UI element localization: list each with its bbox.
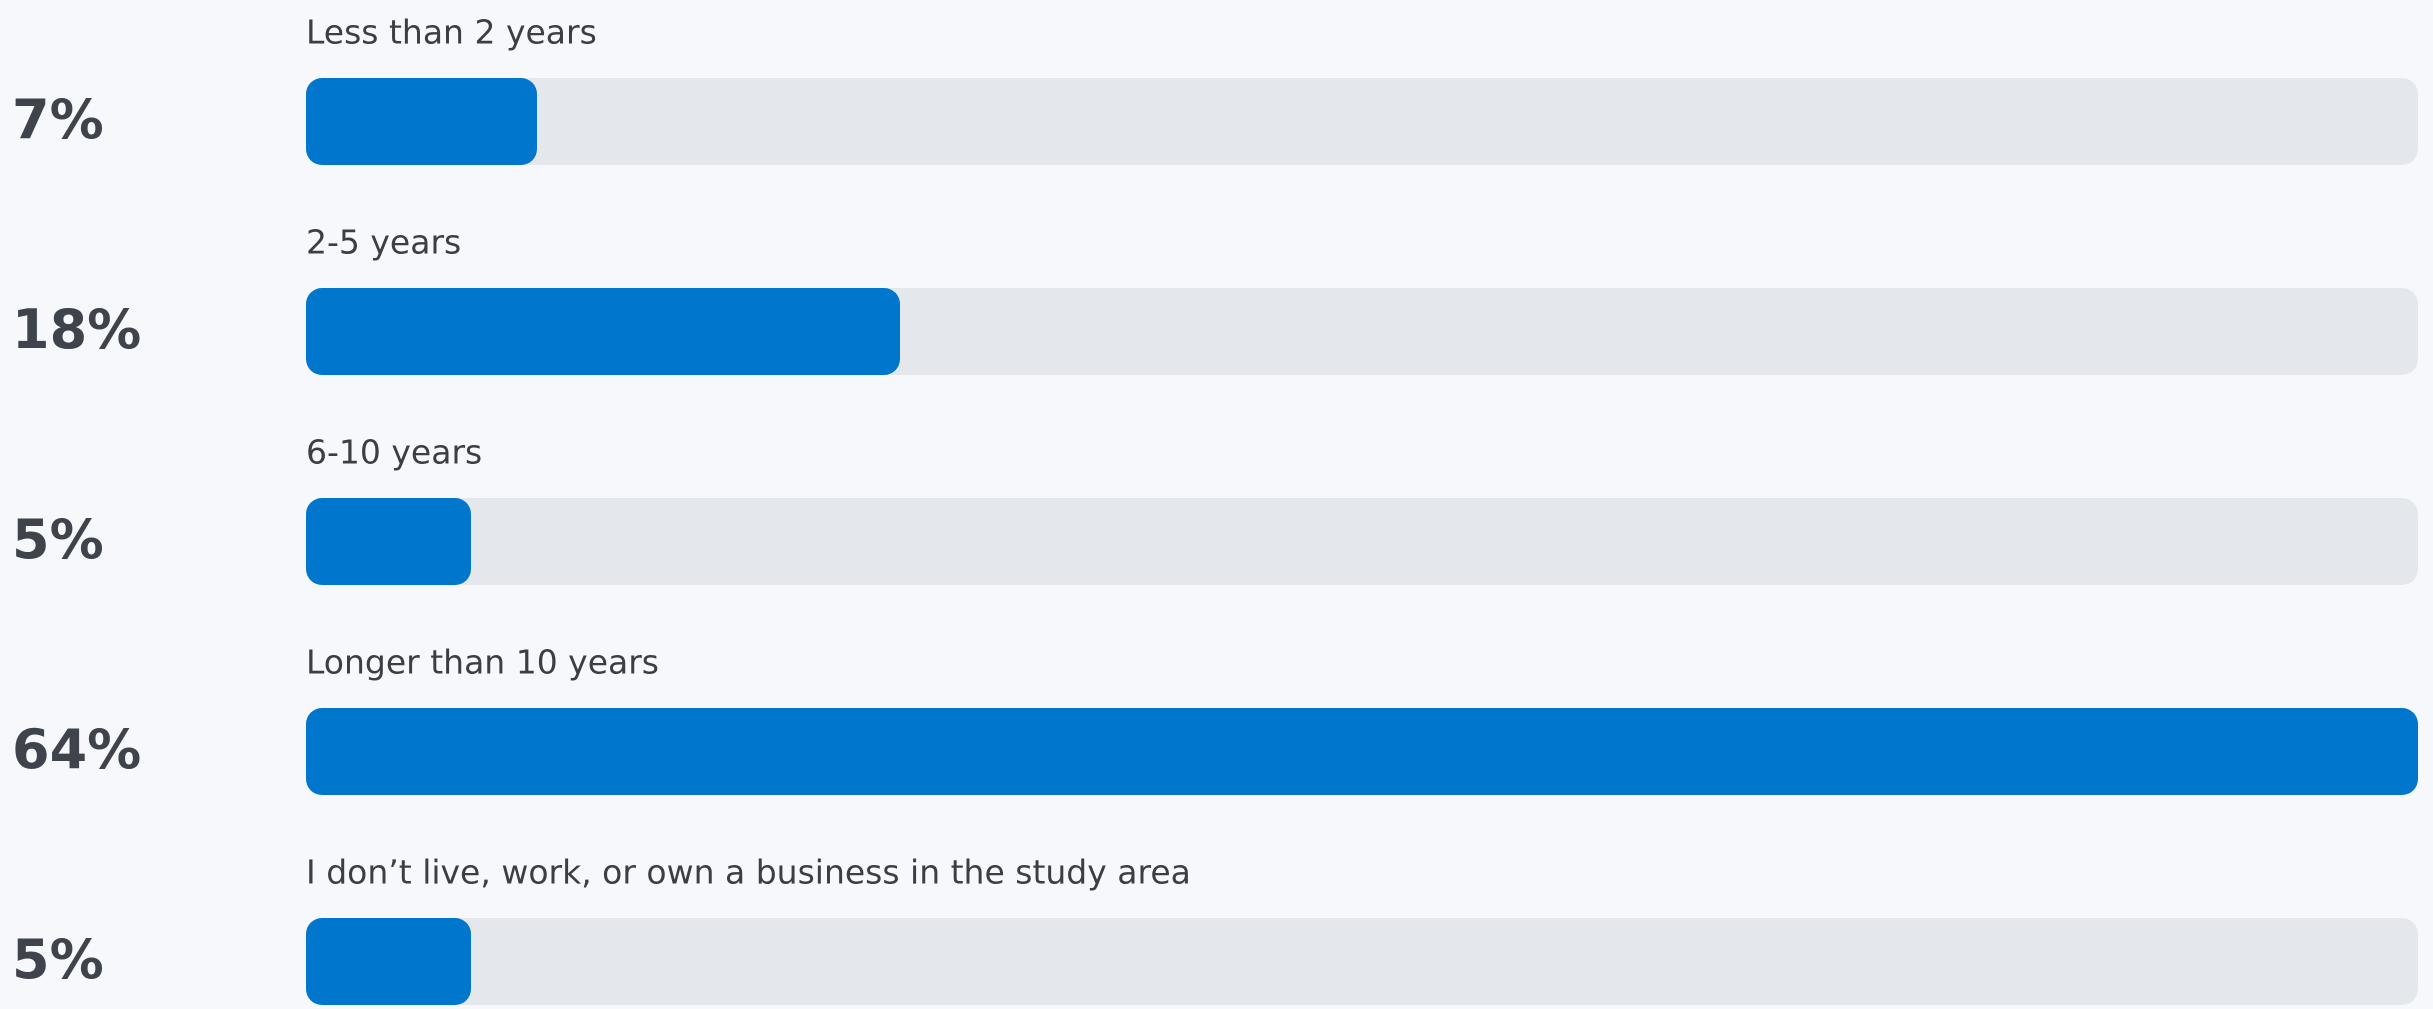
- bar: [306, 918, 471, 1005]
- value-label: 5%: [12, 928, 104, 991]
- category-label: Less than 2 years: [306, 13, 597, 52]
- value-label: 64%: [12, 718, 141, 781]
- value-label: 5%: [12, 508, 104, 571]
- bar: [306, 708, 2418, 795]
- bar: [306, 498, 471, 585]
- bar-track: [306, 78, 2418, 165]
- category-label: 6-10 years: [306, 433, 482, 472]
- value-label: 7%: [12, 88, 104, 151]
- bar-track: [306, 498, 2418, 585]
- category-label: Longer than 10 years: [306, 643, 659, 682]
- category-label: 2-5 years: [306, 223, 461, 262]
- bar: [306, 78, 537, 165]
- value-label: 18%: [12, 298, 141, 361]
- bar: [306, 288, 900, 375]
- category-label: I don’t live, work, or own a business in…: [306, 853, 1191, 892]
- bar-track: [306, 918, 2418, 1005]
